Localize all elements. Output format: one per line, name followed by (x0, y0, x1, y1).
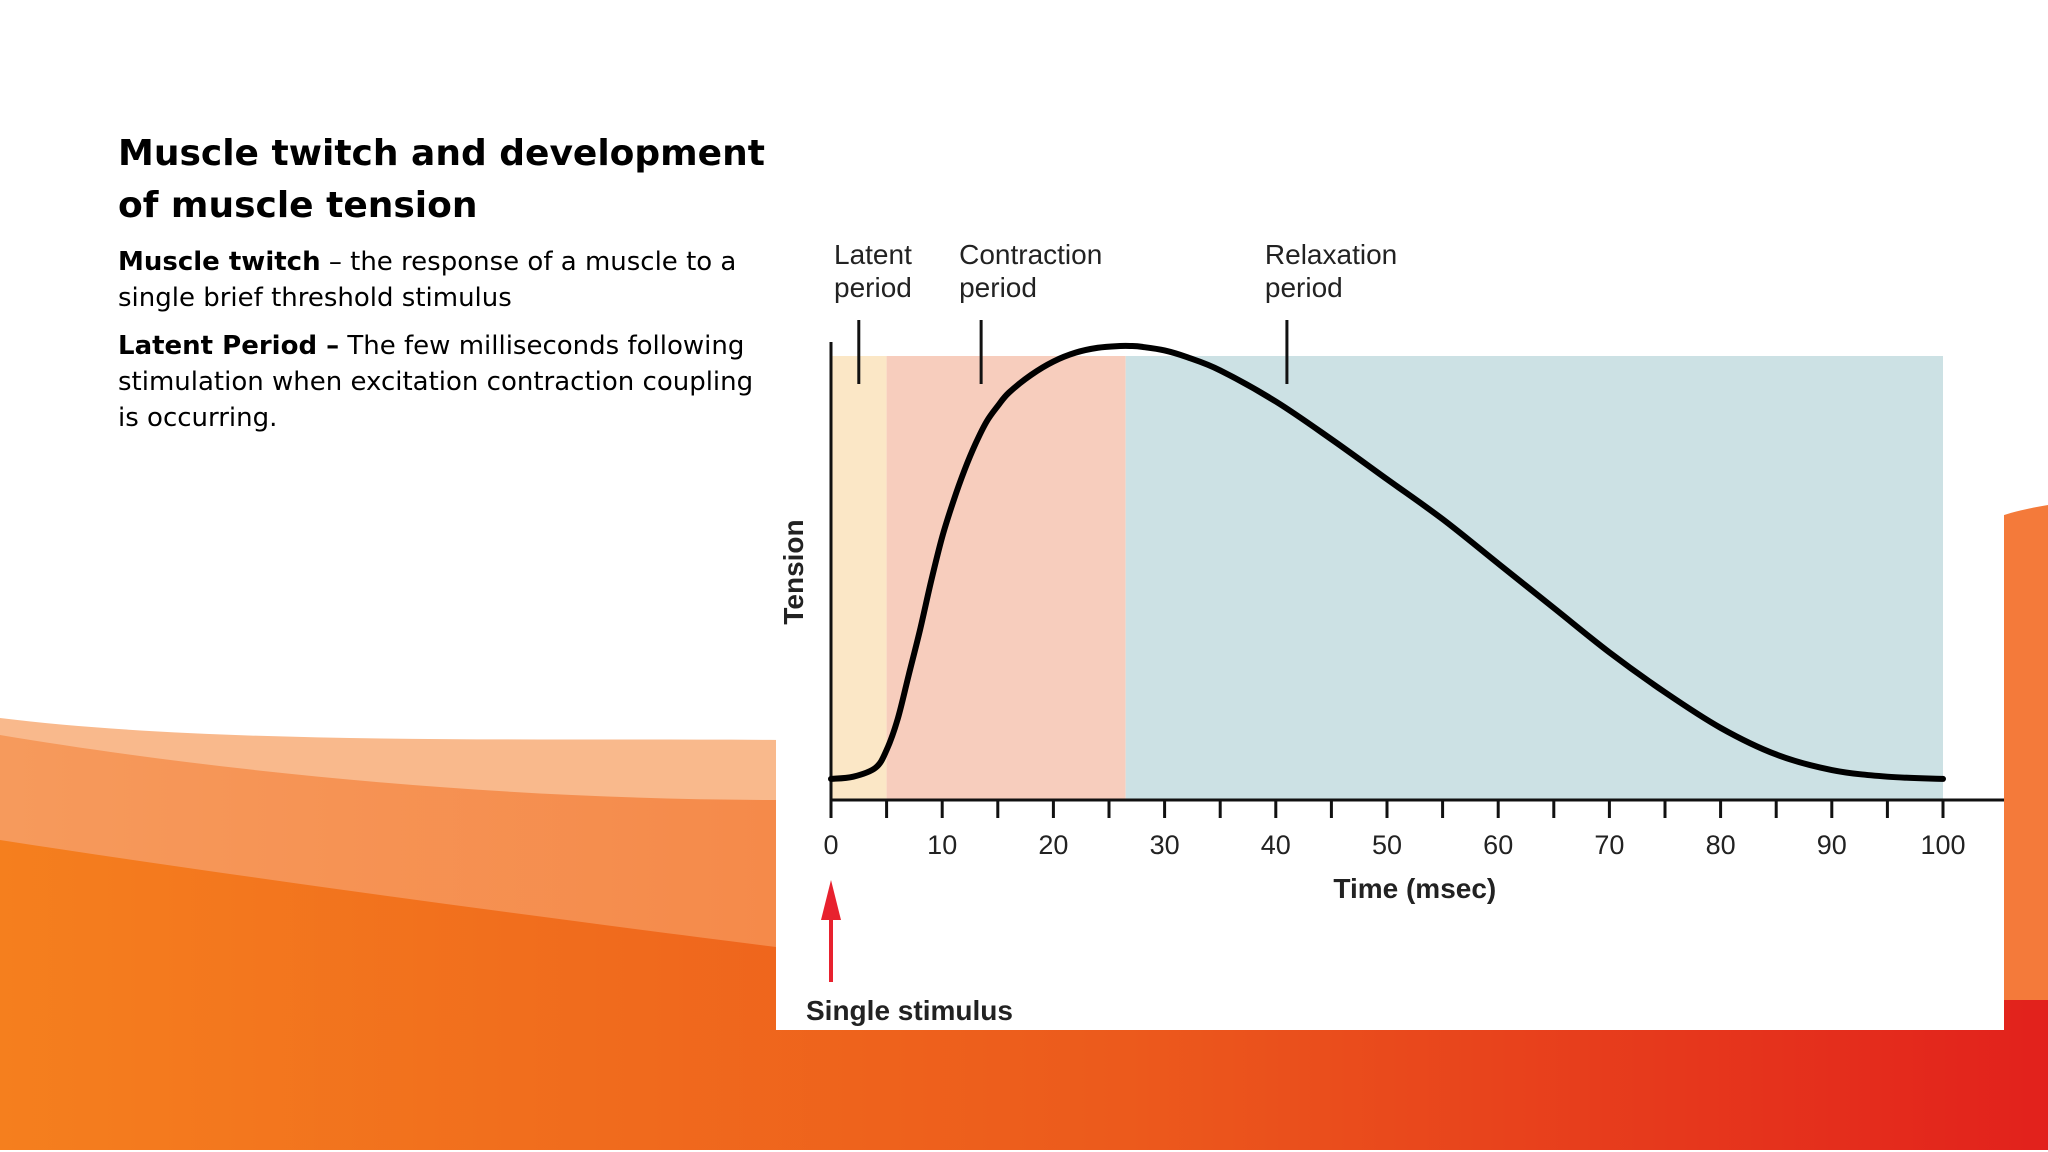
stimulus-arrow-head (821, 880, 841, 920)
x-tick-label: 80 (1706, 830, 1736, 860)
twitch-chart-panel: Latent period Contraction period Relaxation p… (776, 224, 2004, 1030)
x-tick-label: 60 (1483, 830, 1513, 860)
x-tick-label: 50 (1372, 830, 1402, 860)
tension-curve (828, 342, 1946, 782)
x-tick-label: 10 (927, 830, 957, 860)
x-tick-label: 20 (1038, 830, 1068, 860)
x-axis-label: Time (msec) (1333, 873, 1496, 904)
x-tick-label: 40 (1261, 830, 1291, 860)
x-tick-label: 0 (823, 830, 838, 860)
phase-label-relaxation-line-1: Relaxation (1265, 239, 1397, 270)
phase-label-latent-line-2: period (834, 272, 912, 303)
separator-muscle-twitch: – (320, 247, 351, 277)
x-tick-label: 90 (1817, 830, 1847, 860)
x-tick-label: 100 (1920, 830, 1965, 860)
text-column: Muscle twitch and development of muscle … (118, 128, 778, 436)
footer-strip (0, 1150, 2048, 1152)
slide-title: Muscle twitch and development of muscle … (118, 133, 765, 226)
x-tick-label: 30 (1150, 830, 1180, 860)
phase-label-contraction-line-2: period (959, 272, 1037, 303)
y-axis-label: Tension (778, 519, 809, 624)
term-muscle-twitch: Muscle twitch (118, 247, 321, 277)
x-tick-label: 70 (1594, 830, 1624, 860)
phase-label-contraction-line-1: Contraction (959, 239, 1102, 270)
phase-label-latent-line-1: Latent (834, 239, 912, 270)
phase-band-contraction (886, 356, 1126, 800)
text-muscle-twitch: the response of a muscle to a single bri… (118, 247, 737, 313)
definition-latent-period: Latent Period – The few milliseconds fol… (118, 328, 778, 436)
wave-right (1990, 505, 2048, 1000)
phase-band-relaxation (1125, 356, 1943, 800)
stimulus-label: Single stimulus (806, 995, 1013, 1026)
text-latent-period: The few milliseconds following stimulati… (118, 331, 754, 433)
definition-muscle-twitch: Muscle twitch – the response of a muscle… (118, 244, 778, 316)
term-latent-period: Latent Period – (118, 331, 340, 361)
phase-band-latent (831, 356, 887, 800)
phase-label-relaxation-line-2: period (1265, 272, 1343, 303)
twitch-chart: LatentperiodContractionperiodRelaxationp… (778, 239, 2004, 1026)
